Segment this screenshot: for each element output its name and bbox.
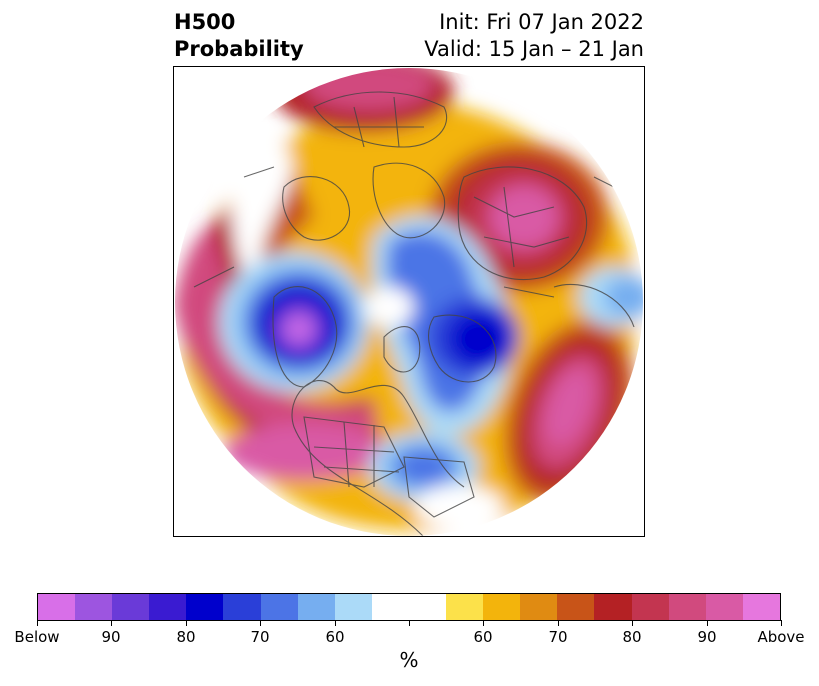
colorbar-tick-label: Above <box>757 628 805 646</box>
colorbar-segment <box>408 594 447 620</box>
title-variable: H500 <box>174 10 236 34</box>
colorbar-tick-label: 70 <box>548 628 568 646</box>
colorbar-segment <box>149 594 187 620</box>
colorbar-segment <box>297 594 335 620</box>
colorbar-tick-label: 60 <box>473 628 493 646</box>
colorbar-tick <box>110 620 112 626</box>
colorbar-tick-label: 90 <box>697 628 717 646</box>
colorbar-segment <box>186 594 224 620</box>
colorbar-tick <box>334 620 336 626</box>
colorbar-unit: % <box>399 648 419 672</box>
init-date: Init: Fri 07 Jan 2022 <box>439 10 644 34</box>
colorbar-segment <box>742 594 780 620</box>
colorbar-segment <box>594 594 632 620</box>
colorbar-segment <box>112 594 150 620</box>
title-field: Probability <box>174 37 304 61</box>
colorbar-segment <box>557 594 595 620</box>
colorbar-tick-label: 90 <box>101 628 121 646</box>
legend-colorbar <box>37 593 781 621</box>
colorbar-tick-label: 60 <box>325 628 345 646</box>
colorbar-segment <box>520 594 558 620</box>
colorbar-segment <box>260 594 298 620</box>
colorbar-tick <box>408 620 410 626</box>
colorbar-tick <box>259 620 261 626</box>
colorbar-segment <box>334 594 372 620</box>
colorbar-tick <box>706 620 708 626</box>
colorbar-tick-label: 80 <box>622 628 642 646</box>
map-title: H500 Probability <box>174 9 304 63</box>
map-dates: Init: Fri 07 Jan 2022 Valid: 15 Jan – 21… <box>424 9 644 63</box>
colorbar-segment <box>668 594 706 620</box>
colorbar-segment <box>631 594 669 620</box>
colorbar-tick <box>557 620 559 626</box>
colorbar-segment <box>75 594 113 620</box>
colorbar-tick <box>482 620 484 626</box>
colorbar-segment <box>223 594 261 620</box>
colorbar-tick <box>185 620 187 626</box>
colorbar-segment <box>483 594 521 620</box>
colorbar-tick <box>631 620 633 626</box>
colorbar-tick-label: Below <box>14 628 60 646</box>
colorbar-segment <box>446 594 484 620</box>
colorbar-segment <box>38 594 76 620</box>
colorbar-segment <box>705 594 743 620</box>
valid-range: Valid: 15 Jan – 21 Jan <box>424 37 644 61</box>
colorbar-segment <box>371 594 409 620</box>
colorbar-tick-label: 80 <box>176 628 196 646</box>
colorbar-tick-label: 70 <box>250 628 270 646</box>
colorbar-tick <box>36 620 38 626</box>
colorbar-tick <box>780 620 782 626</box>
polar-map <box>173 66 645 537</box>
